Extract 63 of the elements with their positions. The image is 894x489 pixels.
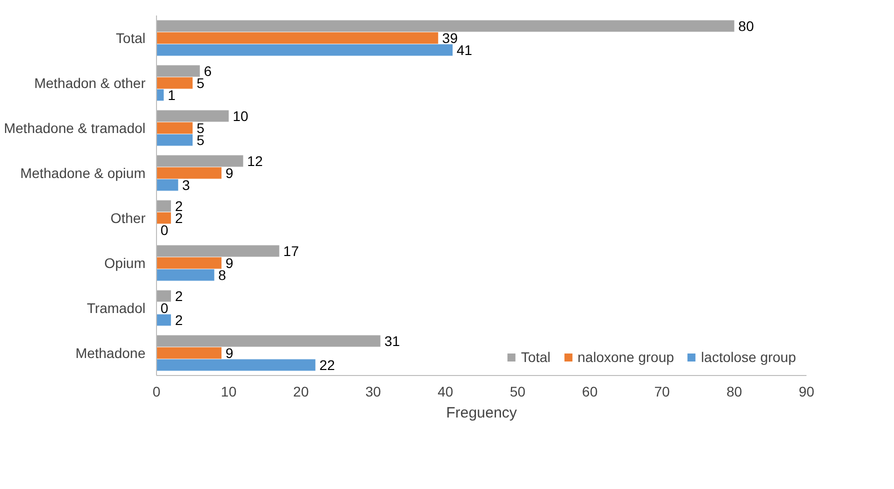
y-tick-label: Methadone & tramadol bbox=[4, 120, 146, 136]
data-label: 9 bbox=[226, 255, 234, 271]
bar bbox=[156, 212, 171, 224]
data-label: 9 bbox=[226, 345, 234, 361]
bar bbox=[156, 110, 229, 122]
x-tick-label: 0 bbox=[152, 384, 161, 400]
y-tick-label: Methadone bbox=[75, 345, 146, 361]
bar bbox=[156, 314, 171, 326]
bar bbox=[156, 359, 316, 371]
data-label: 6 bbox=[204, 63, 212, 79]
bar bbox=[156, 200, 171, 212]
data-label: 8 bbox=[218, 267, 226, 283]
data-label: 0 bbox=[160, 222, 168, 238]
bar bbox=[156, 44, 453, 56]
x-tick-label: 80 bbox=[726, 384, 742, 400]
x-tick-label: 20 bbox=[293, 384, 309, 400]
legend-label: lactolose group bbox=[701, 349, 796, 365]
bar bbox=[156, 77, 193, 89]
y-tick-label: Tramadol bbox=[86, 300, 146, 316]
data-label: 0 bbox=[160, 300, 168, 316]
y-tick-label: Opium bbox=[104, 255, 146, 271]
bar bbox=[156, 245, 280, 257]
bar bbox=[156, 167, 222, 179]
bar bbox=[156, 290, 171, 302]
bar bbox=[156, 257, 222, 269]
legend-label: naloxone group bbox=[578, 349, 674, 365]
bar bbox=[156, 32, 438, 44]
bar bbox=[156, 20, 734, 32]
y-tick-label: Total bbox=[116, 30, 146, 46]
x-tick-label: 70 bbox=[654, 384, 670, 400]
y-tick-label: Methadon & other bbox=[34, 75, 146, 91]
data-label: 1 bbox=[168, 87, 176, 103]
data-label: 9 bbox=[226, 165, 234, 181]
data-label: 5 bbox=[196, 75, 205, 91]
data-label: 2 bbox=[174, 288, 183, 304]
x-tick-label: 90 bbox=[798, 384, 814, 400]
bar bbox=[156, 134, 193, 146]
data-label: 31 bbox=[384, 333, 400, 349]
bar bbox=[156, 65, 200, 77]
x-tick-label: 40 bbox=[438, 384, 454, 400]
y-tick-label: Methadone & opium bbox=[20, 165, 146, 181]
data-label: 12 bbox=[247, 153, 263, 169]
data-label: 80 bbox=[738, 18, 754, 34]
data-label: 39 bbox=[442, 30, 458, 46]
x-tick-label: 30 bbox=[365, 384, 382, 400]
bar bbox=[156, 179, 178, 191]
data-label: 22 bbox=[319, 357, 336, 373]
bar bbox=[156, 269, 214, 281]
data-label: 41 bbox=[456, 42, 472, 58]
x-tick-label: 60 bbox=[582, 384, 598, 400]
bar bbox=[156, 122, 193, 134]
bar bbox=[156, 347, 222, 359]
x-tick-label: 10 bbox=[220, 384, 237, 400]
legend-label: Total bbox=[520, 349, 551, 365]
data-label: 10 bbox=[232, 108, 249, 124]
x-axis-title: Freguency bbox=[446, 404, 518, 422]
data-label: 2 bbox=[174, 312, 183, 328]
bar bbox=[156, 155, 244, 167]
y-tick-label: Other bbox=[110, 210, 146, 226]
bar bbox=[156, 335, 380, 347]
data-label: 3 bbox=[182, 177, 190, 193]
x-tick-label: 50 bbox=[510, 384, 526, 400]
data-label: 17 bbox=[283, 243, 300, 259]
